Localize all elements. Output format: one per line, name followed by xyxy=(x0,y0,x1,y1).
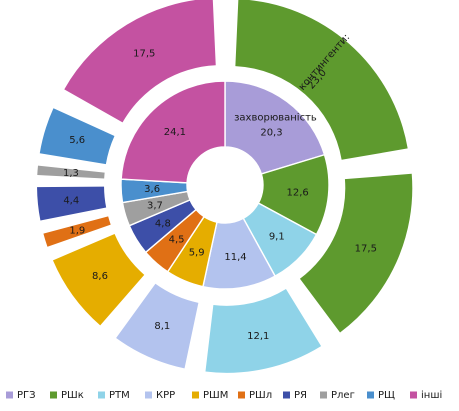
inner-slice-other xyxy=(120,80,226,184)
inner-value-label: 5,9 xyxy=(189,247,205,258)
prevalence-ring xyxy=(37,0,413,373)
legend-label-rshk: РШк xyxy=(61,390,84,401)
outer-value-label: 12,1 xyxy=(247,331,269,342)
outer-slice-krr xyxy=(116,283,199,369)
legend-swatch-rgz xyxy=(6,391,13,399)
outer-value-label: 8,1 xyxy=(154,321,170,332)
outer-slice-other xyxy=(64,0,216,123)
legend-swatch-rshl xyxy=(238,391,245,399)
outer-value-label: 8,6 xyxy=(92,271,108,282)
outer-value-label: 1,3 xyxy=(63,168,79,179)
legend-label-other: інші xyxy=(421,389,442,401)
outer-slice-rshk xyxy=(299,173,413,333)
outer-value-label: 1,9 xyxy=(69,225,85,236)
legend-label-rshch: РЩ xyxy=(378,390,395,401)
legend-label-rshm: РШМ xyxy=(203,390,228,401)
inner-slice-rgz xyxy=(224,80,326,175)
outer-slice-rshl xyxy=(43,216,111,247)
legend-swatch-other xyxy=(410,391,417,399)
legend-label-krr: КРР xyxy=(156,390,175,401)
outer-slice-rshch xyxy=(39,108,115,165)
inner-value-label: 11,4 xyxy=(224,252,246,263)
inner-value-label: 20,3 xyxy=(260,127,282,138)
legend-swatch-rshch xyxy=(367,391,374,399)
legend-swatch-krr xyxy=(145,391,152,399)
outer-value-label: 17,5 xyxy=(133,48,155,59)
outer-value-label: 4,4 xyxy=(63,196,79,207)
legend-swatch-rya xyxy=(283,391,290,399)
legend-label-rya: РЯ xyxy=(294,390,307,401)
inner-value-label: 3,7 xyxy=(147,201,163,212)
outer-value-label: 5,6 xyxy=(69,135,85,146)
outer-slice-rleh xyxy=(37,165,105,179)
legend-swatch-rleh xyxy=(320,391,327,399)
legend-label-rleh: Рлег xyxy=(331,390,355,401)
legend: РГЗ РШк РТМ КРР РШМ РШл РЯ Рлег РЩ інші xyxy=(6,389,442,401)
legend-label-rshl: РШл xyxy=(249,390,272,401)
incidence-ring xyxy=(120,80,330,290)
inner-value-label: 3,6 xyxy=(144,184,160,195)
outer-slice-rya xyxy=(37,186,107,221)
outer-slice-rshm xyxy=(52,234,145,326)
inner-value-label: 4,8 xyxy=(155,218,171,229)
legend-swatch-rtm xyxy=(98,391,105,399)
inner-value-label: 24,1 xyxy=(164,127,186,138)
outer-slice-prevalence xyxy=(235,0,408,160)
legend-swatch-rshm xyxy=(192,391,199,399)
legend-swatch-rshk xyxy=(50,391,57,399)
inner-value-label: 9,1 xyxy=(269,231,285,242)
outer-value-label: 17,5 xyxy=(355,244,377,255)
incidence-annotation: захворюваність xyxy=(234,111,317,123)
inner-value-label: 12,6 xyxy=(286,187,308,198)
outer-slice-rtm xyxy=(205,289,322,373)
legend-label-rtm: РТМ xyxy=(109,390,130,401)
inner-value-label: 4,5 xyxy=(169,235,185,246)
legend-label-rgz: РГЗ xyxy=(17,390,36,401)
